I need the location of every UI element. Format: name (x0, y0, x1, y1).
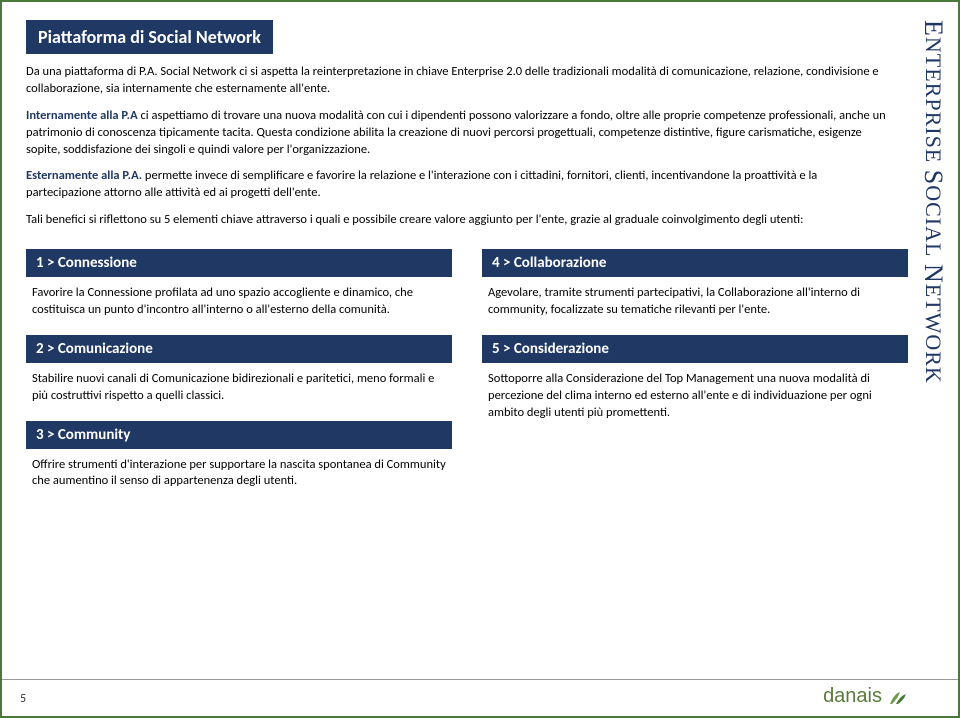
section-5-body: Sottoporre alla Considerazione del Top M… (482, 371, 908, 428)
section-4-heading: 4 > Collaborazione (482, 249, 908, 277)
side-n: N (919, 264, 948, 284)
paragraph-external: Esternamente alla P.A. permette invece d… (26, 168, 886, 202)
section-5-heading: 5 > Considerazione (482, 335, 908, 363)
section-1-body: Favorire la Connessione profilata ad uno… (26, 285, 452, 325)
paragraph-internal: Internamente alla P.A ci aspettiamo di t… (26, 108, 886, 159)
logo: danais (823, 685, 908, 708)
section-2-heading: 2 > Comunicazione (26, 335, 452, 363)
section-3-body: Offrire strumenti d'interazione per supp… (26, 457, 452, 497)
side-n-rest: ETWORK (921, 284, 946, 384)
section-1-heading: 1 > Connessione (26, 249, 452, 277)
section-4-body: Agevolare, tramite strumenti partecipati… (482, 285, 908, 325)
intro-paragraph: Da una piattaforma di P.A. Social Networ… (26, 64, 886, 98)
side-s-rest: OCIAL (921, 185, 946, 257)
footer-divider (2, 679, 958, 680)
internal-lead: Internamente alla P.A (26, 108, 138, 123)
internal-body: ci aspettiamo di trovare una nuova modal… (26, 108, 886, 157)
paragraph-benefits: Tali benefici si riflettono su 5 element… (26, 212, 886, 229)
side-vertical-label: ENTERPRISE SOCIAL NETWORK (918, 20, 948, 384)
section-3-heading: 3 > Community (26, 421, 452, 449)
external-lead: Esternamente alla P.A. (26, 168, 142, 183)
left-column: 1 > Connessione Favorire la Connessione … (26, 239, 452, 496)
side-e-rest: NTERPRISE (921, 37, 946, 163)
page-number: 5 (20, 692, 26, 706)
external-body: permette invece di semplificare e favori… (26, 168, 817, 200)
side-e: E (919, 20, 948, 37)
section-2-body: Stabilire nuovi canali di Comunicazione … (26, 371, 452, 411)
slide-page: ENTERPRISE SOCIAL NETWORK Piattaforma di… (2, 2, 958, 716)
logo-icon (886, 686, 908, 708)
side-s: S (919, 170, 948, 185)
columns-container: 1 > Connessione Favorire la Connessione … (26, 239, 908, 496)
logo-text: danais (823, 685, 882, 708)
right-column: 4 > Collaborazione Agevolare, tramite st… (482, 239, 908, 496)
page-title: Piattaforma di Social Network (26, 20, 273, 54)
